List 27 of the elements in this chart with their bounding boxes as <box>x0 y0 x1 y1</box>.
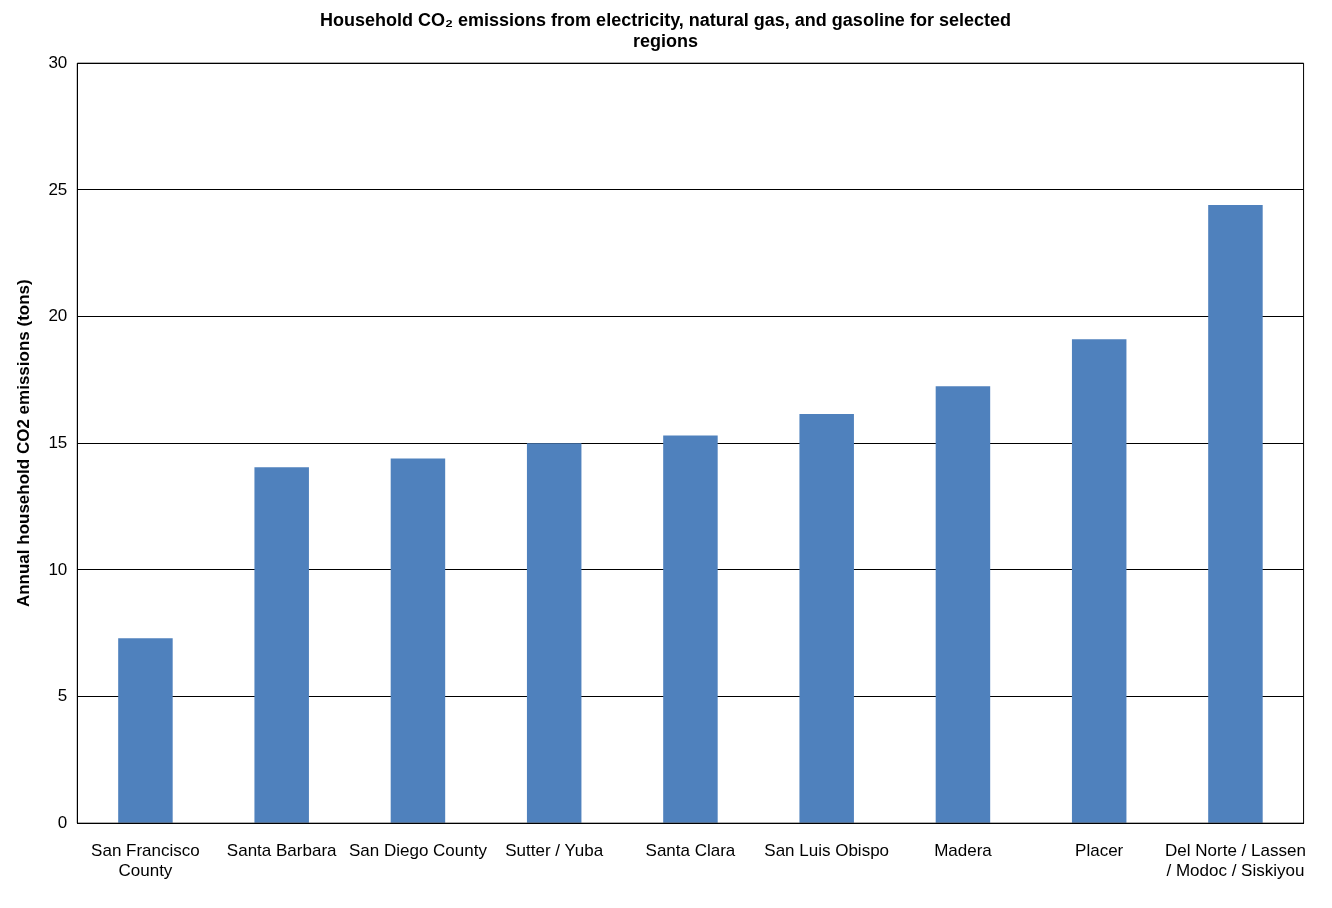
bar <box>1208 205 1263 823</box>
y-axis-title: Annual household CO2 emissions (tons) <box>13 279 33 608</box>
y-tick-label: 25 <box>48 179 68 199</box>
bar <box>390 458 446 823</box>
bar <box>799 414 854 823</box>
x-tick-label: Placer <box>1075 841 1124 861</box>
y-tick-label: 30 <box>48 52 68 72</box>
y-tick-label: 20 <box>48 306 68 326</box>
x-tick-label: Del Norte / Lassen / Modoc / Siskiyou <box>1165 841 1306 881</box>
bar <box>935 386 991 823</box>
chart-title: Household CO₂ emissions from electricity, natural gas, and gasoline for selected regions <box>320 9 1011 52</box>
x-tick-label: San Francisco County <box>91 841 200 881</box>
bar <box>663 435 718 823</box>
x-tick-label: Sutter / Yuba <box>505 841 604 861</box>
y-tick-label: 5 <box>57 686 68 706</box>
x-tick-label: San Diego County <box>348 841 488 861</box>
y-tick-label: 15 <box>48 432 68 452</box>
bar <box>118 638 173 823</box>
y-tick-label: 0 <box>57 812 68 832</box>
x-tick-label: Madera <box>934 841 993 861</box>
bar <box>1071 339 1127 823</box>
bar <box>254 467 309 823</box>
x-tick-label: Santa Clara <box>645 841 736 861</box>
bar <box>526 443 582 823</box>
y-tick-label: 10 <box>48 559 68 579</box>
x-tick-label: Santa Barbara <box>226 841 338 861</box>
x-tick-label: San Luis Obispo <box>764 841 890 861</box>
